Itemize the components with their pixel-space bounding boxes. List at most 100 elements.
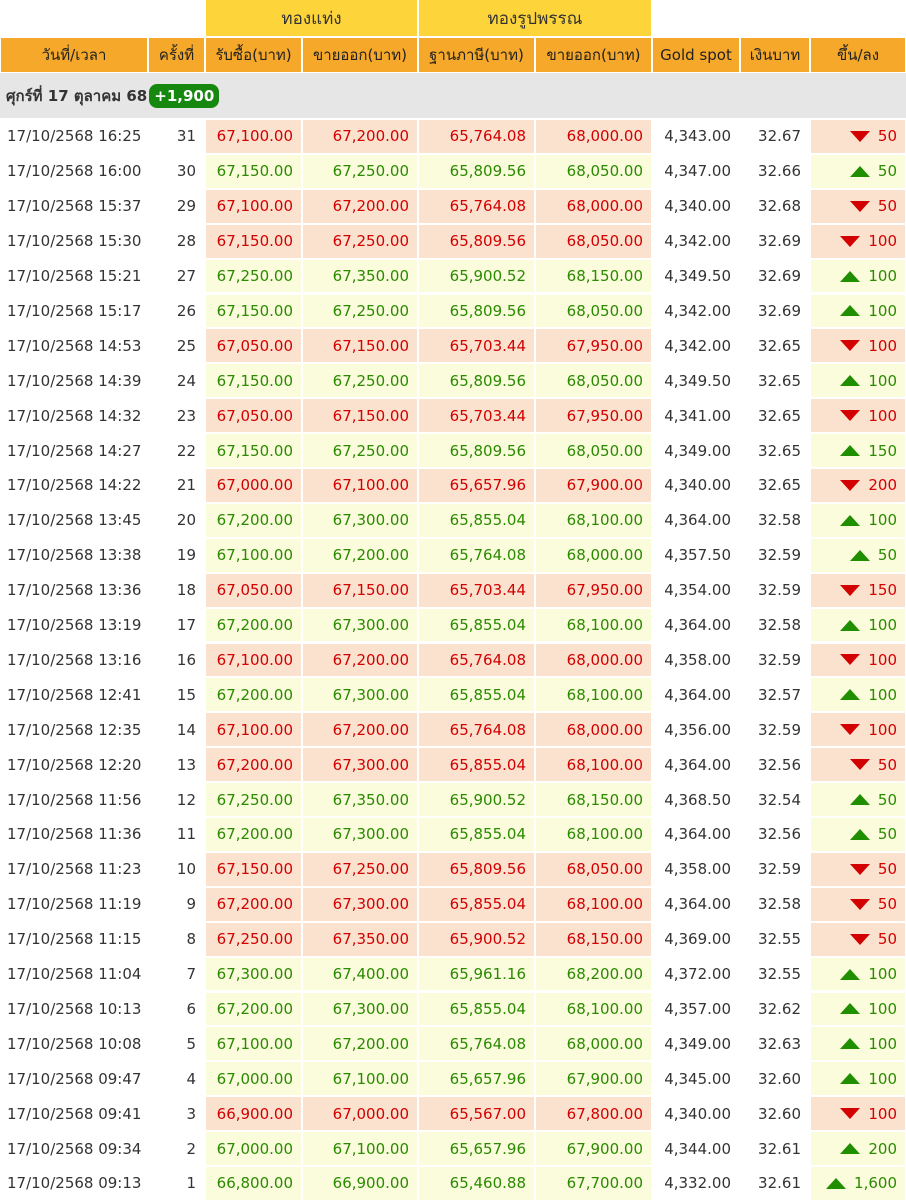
- table-cell: 67,250.00: [206, 259, 301, 293]
- table-cell: 27: [176, 267, 196, 286]
- table-cell: 67,200.00: [303, 643, 417, 677]
- table-cell: 17/10/2568 12:20: [7, 755, 142, 774]
- table-cell: 17/10/2568 12:35: [7, 720, 142, 739]
- table-cell: 68,150.00: [536, 922, 651, 956]
- table-cell: 32.65: [758, 371, 801, 390]
- table-cell: 32.65: [758, 476, 801, 495]
- table-cell: 65,809.56: [419, 852, 534, 886]
- change-value: 100: [868, 1069, 897, 1088]
- column-header: รับซื้อ(บาท): [206, 38, 301, 72]
- group-header: ทองรูปพรรณ: [419, 0, 651, 36]
- table-cell: 4,344.00: [664, 1139, 731, 1158]
- table-cell: 67,250.00: [303, 224, 417, 258]
- change-value: 200: [868, 1139, 897, 1158]
- table-cell: 4,364.00: [664, 825, 731, 844]
- change-cell: 200: [811, 469, 905, 502]
- table-cell: 67,150.00: [303, 573, 417, 607]
- table-cell: 4,342.00: [664, 336, 731, 355]
- table-cell: 65,855.04: [419, 818, 534, 851]
- table-cell: 67,150.00: [206, 364, 301, 398]
- table-cell: 65,809.56: [419, 364, 534, 398]
- table-cell: 67,350.00: [303, 783, 417, 816]
- table-cell: 17/10/2568 14:22: [7, 476, 142, 495]
- table-cell: 4,368.50: [664, 790, 731, 809]
- table-cell: 67,200.00: [206, 608, 301, 642]
- change-value: 1,600: [854, 1174, 897, 1193]
- table-cell: 65,703.44: [419, 573, 534, 607]
- table-cell: 67,150.00: [206, 224, 301, 258]
- table-cell: 4,349.50: [664, 267, 731, 286]
- table-cell: 8: [186, 930, 196, 949]
- change-cell: 50: [811, 154, 905, 188]
- table-cell: 32.59: [758, 720, 801, 739]
- table-cell: 32.59: [758, 650, 801, 669]
- column-header: วันที่/เวลา: [1, 38, 147, 72]
- table-cell: 32.55: [758, 965, 801, 984]
- table-cell: 67,200.00: [303, 120, 417, 153]
- table-cell: 67,250.00: [206, 922, 301, 956]
- change-value: 150: [868, 581, 897, 600]
- column-header: ฐานภาษี(บาท): [419, 38, 534, 72]
- change-cell: 50: [811, 818, 905, 851]
- table-cell: 32.59: [758, 860, 801, 879]
- table-cell: 17/10/2568 13:38: [7, 546, 142, 565]
- table-cell: 68,100.00: [536, 992, 651, 1026]
- table-cell: 68,100.00: [536, 678, 651, 712]
- table-cell: 17/10/2568 10:13: [7, 999, 142, 1018]
- table-cell: 65,657.96: [419, 1132, 534, 1165]
- table-cell: 4,349.00: [664, 1034, 731, 1053]
- table-cell: 68,100.00: [536, 503, 651, 537]
- table-cell: 32.66: [758, 162, 801, 181]
- table-cell: 67,300.00: [303, 678, 417, 712]
- table-cell: 28: [176, 232, 196, 251]
- change-value: 100: [868, 1034, 897, 1053]
- table-cell: 4,364.00: [664, 616, 731, 635]
- table-cell: 30: [176, 162, 196, 181]
- table-cell: 32.65: [758, 406, 801, 425]
- change-value: 100: [868, 616, 897, 635]
- change-value: 100: [868, 371, 897, 390]
- table-cell: 4,340.00: [664, 1104, 731, 1123]
- group-header: ทองแท่ง: [206, 0, 417, 36]
- table-cell: 32.57: [758, 685, 801, 704]
- table-cell: 67,100.00: [206, 1027, 301, 1061]
- change-cell: 100: [811, 713, 905, 747]
- change-cell: 100: [811, 259, 905, 293]
- table-cell: 68,100.00: [536, 887, 651, 921]
- change-cell: 150: [811, 573, 905, 607]
- table-cell: 17/10/2568 09:34: [7, 1139, 142, 1158]
- table-cell: 4,372.00: [664, 965, 731, 984]
- table-cell: 68,200.00: [536, 957, 651, 991]
- table-cell: 67,400.00: [303, 957, 417, 991]
- table-cell: 65,567.00: [419, 1097, 534, 1131]
- table-cell: 4,349.00: [664, 441, 731, 460]
- table-cell: 4,358.00: [664, 650, 731, 669]
- up-arrow: [840, 305, 861, 317]
- table-cell: 68,150.00: [536, 783, 651, 816]
- table-cell: 67,900.00: [536, 1062, 651, 1096]
- table-cell: 32.68: [758, 197, 801, 216]
- down-arrow: [840, 235, 861, 247]
- table-cell: 32.56: [758, 825, 801, 844]
- table-cell: 4,364.00: [664, 895, 731, 914]
- change-cell: 50: [811, 783, 905, 816]
- table-cell: 67,300.00: [206, 957, 301, 991]
- table-cell: 68,000.00: [536, 189, 651, 223]
- table-cell: 32.69: [758, 301, 801, 320]
- table-cell: 32.69: [758, 232, 801, 251]
- table-cell: 32.60: [758, 1104, 801, 1123]
- down-arrow: [849, 933, 870, 945]
- table-cell: 4,357.00: [664, 999, 731, 1018]
- change-value: 100: [868, 336, 897, 355]
- up-arrow: [840, 270, 861, 282]
- table-cell: 17/10/2568 15:37: [7, 197, 142, 216]
- table-cell: 67,200.00: [303, 189, 417, 223]
- table-cell: 21: [176, 476, 196, 495]
- table-cell: 4,364.00: [664, 511, 731, 530]
- table-cell: 66,900.00: [303, 1167, 417, 1200]
- table-cell: 67,100.00: [303, 1132, 417, 1165]
- table-cell: 26: [176, 301, 196, 320]
- table-cell: 67,200.00: [206, 503, 301, 537]
- change-value: 50: [877, 127, 897, 146]
- table-cell: 67,950.00: [536, 329, 651, 363]
